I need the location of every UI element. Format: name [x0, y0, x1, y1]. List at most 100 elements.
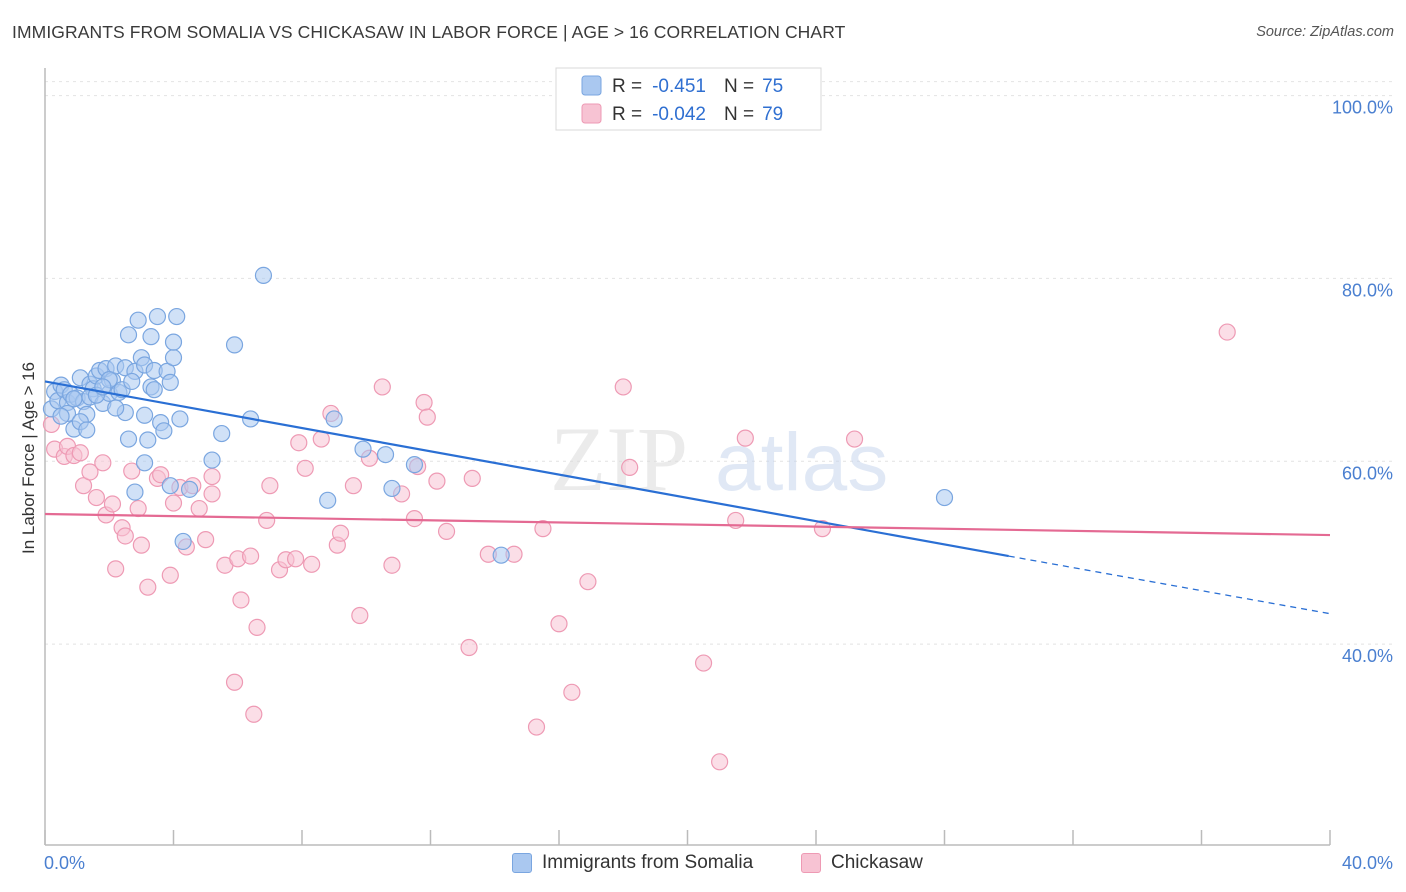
data-point-chickasaw [225, 673, 244, 691]
data-point-somalia [107, 399, 125, 417]
watermark: ZIP atlas [550, 408, 888, 510]
data-point-chickasaw [296, 459, 314, 477]
data-point-somalia [383, 479, 401, 498]
data-point-chickasaw [331, 524, 350, 542]
source-label: Source: ZipAtlas.com [1256, 24, 1394, 40]
data-point-chickasaw [116, 527, 134, 545]
data-point-somalia [168, 307, 186, 326]
data-point-somalia [65, 390, 83, 408]
legend-label-somalia: Immigrants from Somalia [542, 852, 754, 873]
data-point-somalia [254, 266, 273, 284]
data-point-somalia [180, 480, 199, 498]
data-point-somalia [935, 488, 954, 507]
data-point-chickasaw [418, 408, 436, 426]
data-point-chickasaw [711, 753, 729, 771]
y-axis-label: In Labor Force | Age > 16 [19, 362, 38, 554]
data-point-somalia [164, 349, 183, 367]
series-chickasaw [42, 323, 1236, 771]
data-point-somalia [119, 430, 138, 448]
data-point-chickasaw [245, 705, 263, 723]
data-point-somalia [319, 491, 337, 509]
data-point-somalia [126, 483, 144, 501]
y-tick-label: 80.0% [1342, 280, 1393, 300]
data-point-somalia [119, 326, 138, 344]
data-point-somalia [376, 446, 395, 464]
data-point-chickasaw [428, 472, 446, 490]
data-point-chickasaw [614, 378, 632, 396]
data-point-somalia [213, 424, 231, 443]
data-point-somalia [155, 422, 173, 440]
legend-r-label-2: R = [612, 104, 642, 125]
data-point-chickasaw [534, 520, 552, 538]
data-point-chickasaw [203, 467, 221, 486]
legend-n-value-2: 79 [762, 104, 783, 125]
legend-swatch-blue [581, 75, 602, 96]
data-point-somalia [164, 333, 183, 351]
data-point-chickasaw [415, 393, 433, 412]
trendline-chickasaw [44, 512, 1331, 537]
data-point-chickasaw [694, 654, 713, 672]
data-point-chickasaw [437, 522, 456, 541]
data-point-somalia [148, 307, 167, 326]
data-point-chickasaw [123, 462, 141, 480]
data-point-chickasaw [460, 638, 478, 657]
data-point-chickasaw [152, 466, 170, 484]
data-point-somalia [145, 381, 163, 399]
x-tick-label-min: 0.0% [44, 853, 85, 873]
data-point-chickasaw [132, 536, 150, 554]
data-point-chickasaw [383, 556, 401, 574]
data-point-somalia [52, 407, 70, 425]
data-point-somalia [325, 410, 343, 428]
watermark-atlas: atlas [715, 417, 888, 508]
data-point-chickasaw [81, 463, 99, 481]
data-point-chickasaw [286, 550, 305, 568]
legend-swatch-chickasaw [801, 853, 821, 873]
bottom-legend: Immigrants from Somalia Chickasaw [0, 850, 1406, 880]
data-point-somalia [78, 421, 96, 439]
legend-label-chickasaw: Chickasaw [831, 852, 923, 873]
legend-swatch-pink [581, 103, 602, 124]
data-point-chickasaw [129, 499, 147, 518]
data-point-chickasaw [71, 444, 89, 462]
data-point-chickasaw [248, 618, 266, 637]
data-point-chickasaw [94, 454, 112, 472]
legend-n-value-1: 75 [762, 76, 783, 97]
data-point-somalia [492, 546, 510, 564]
data-point-chickasaw [527, 718, 546, 736]
data-point-somalia [135, 454, 154, 472]
data-point-somalia [354, 440, 372, 458]
legend-box: R = -0.451 N = 75 R = -0.042 N = 79 [555, 67, 822, 131]
data-point-chickasaw [290, 434, 308, 452]
data-point-somalia [135, 406, 154, 424]
data-point-chickasaw [87, 488, 106, 507]
legend-r-label-1: R = [612, 76, 642, 97]
y-tick-label: 60.0% [1342, 463, 1393, 483]
data-point-somalia [171, 410, 189, 428]
data-point-somalia [161, 477, 179, 495]
data-point-chickasaw [845, 430, 864, 448]
legend-r-value-2: -0.042 [652, 104, 706, 125]
y-tick-label: 100.0% [1332, 98, 1393, 118]
data-point-chickasaw [373, 378, 391, 396]
data-point-somalia [174, 532, 192, 551]
legend-n-label-1: N = [724, 76, 754, 97]
legend-item-somalia: Immigrants from Somalia [512, 852, 753, 874]
data-point-chickasaw [261, 477, 279, 495]
data-point-chickasaw [197, 531, 215, 549]
legend-item-chickasaw: Chickasaw [801, 852, 923, 874]
data-point-chickasaw [164, 494, 183, 512]
data-point-chickasaw [161, 566, 179, 584]
data-point-chickasaw [107, 560, 125, 578]
trend-lines [44, 380, 1331, 615]
chart-title: IMMIGRANTS FROM SOMALIA VS CHICKASAW IN … [12, 22, 846, 42]
data-point-somalia [161, 373, 179, 391]
data-point-chickasaw [579, 573, 597, 591]
data-point-chickasaw [232, 591, 250, 609]
legend-n-label-2: N = [724, 104, 754, 125]
data-point-chickasaw [139, 578, 157, 596]
data-point-chickasaw [550, 615, 568, 633]
data-point-somalia [225, 336, 244, 354]
x-ticks [44, 830, 1331, 845]
